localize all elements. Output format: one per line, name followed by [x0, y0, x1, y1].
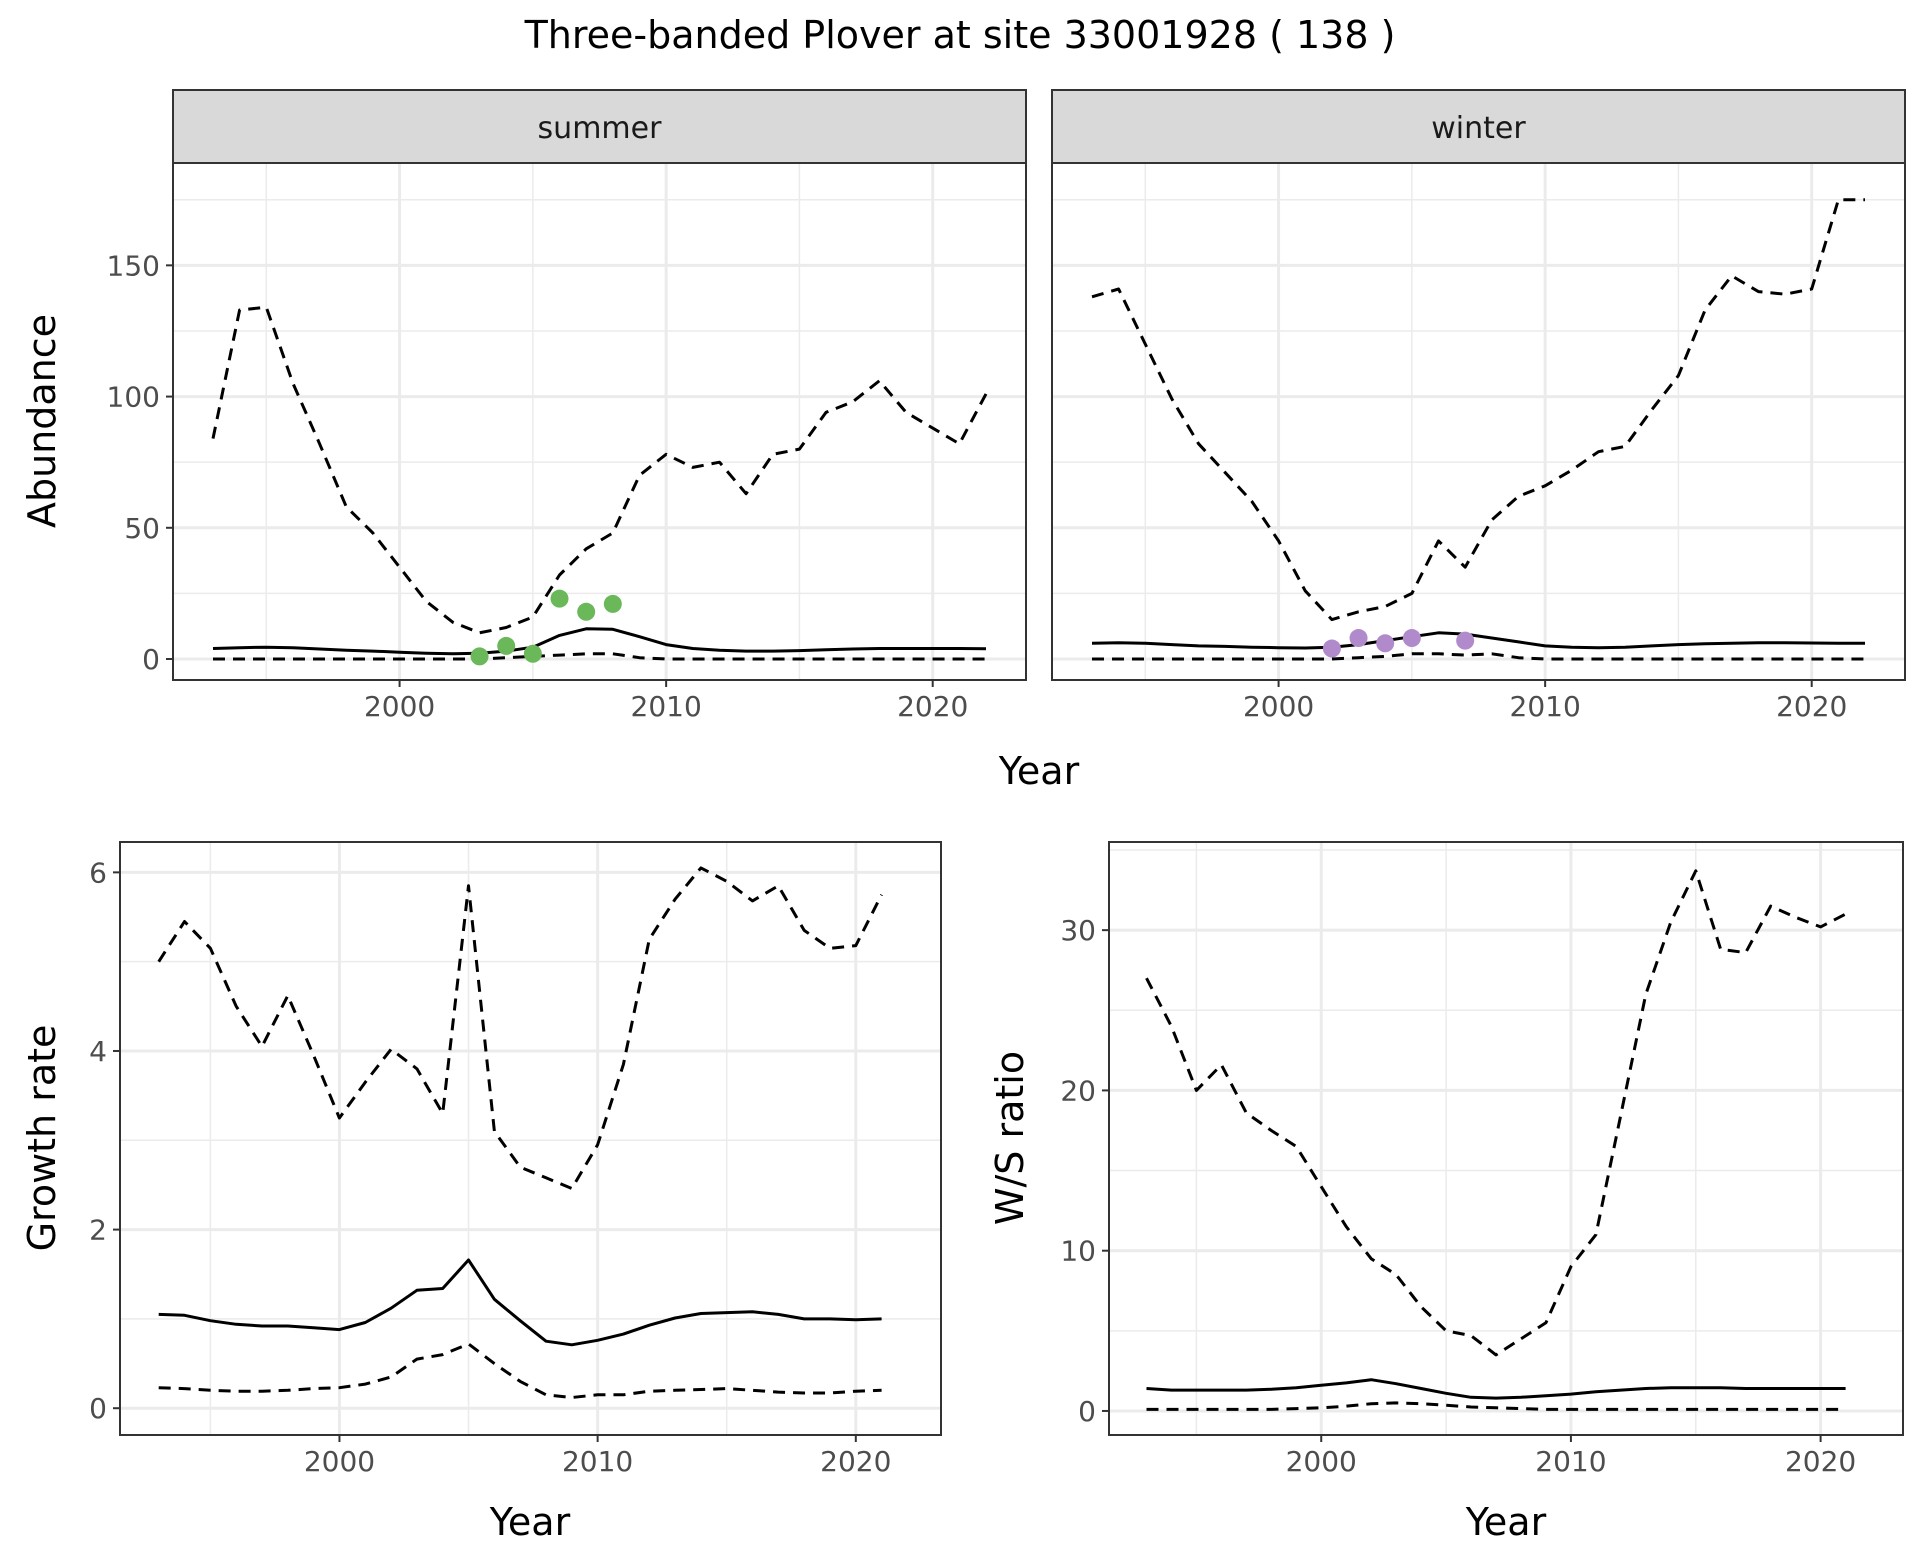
facet-strip-winter [1051, 89, 1906, 164]
series-line-mean [1146, 1378, 1846, 1400]
data-point-summer [470, 647, 489, 666]
y-tick-label: 50 [124, 512, 160, 545]
panel-border [1051, 162, 1906, 681]
x-tick-label: 2020 [897, 690, 968, 723]
series-line-mean [1091, 631, 1865, 650]
panel-border [119, 841, 942, 1436]
data-point-summer [603, 594, 622, 613]
series-line-upper [1145, 869, 1847, 1357]
data-point-winter [1322, 639, 1341, 658]
x-tick-label: 2010 [1510, 690, 1581, 723]
y-tick-label: 30 [1060, 914, 1096, 947]
data-point-winter [1349, 629, 1368, 648]
data-point-summer [550, 589, 569, 608]
y-axis-title: Abundance [20, 314, 64, 528]
y-tick-label: 150 [107, 249, 160, 282]
y-tick-label: 20 [1060, 1074, 1096, 1107]
y-tick-label: 0 [1078, 1395, 1096, 1428]
x-tick-label: 2000 [1286, 1445, 1357, 1478]
x-tick-label: 2010 [562, 1445, 633, 1478]
x-tick-label: 2020 [1776, 690, 1847, 723]
x-axis-title: Year [998, 749, 1080, 793]
facet-strip-label: winter [1431, 111, 1526, 146]
figure-title: Three-banded Plover at site 33001928 ( 1… [524, 13, 1396, 57]
y-axis-title: Growth rate [20, 1025, 64, 1252]
panel-border [1108, 841, 1904, 1436]
y-tick-label: 2 [89, 1214, 107, 1247]
data-point-winter [1376, 634, 1395, 653]
data-point-winter [1456, 631, 1475, 650]
data-point-summer [497, 636, 516, 655]
series-line-upper [211, 305, 988, 635]
series-line-mean [158, 1258, 882, 1347]
y-tick-label: 6 [89, 856, 107, 889]
y-axis-title: W/S ratio [988, 1051, 1032, 1225]
data-layer [157, 198, 1865, 1411]
y-tick-label: 0 [89, 1392, 107, 1425]
series-line-lower [158, 1342, 882, 1399]
x-axis-title: Year [1465, 1500, 1547, 1544]
y-tick-label: 4 [89, 1035, 107, 1068]
panels [113, 89, 1906, 1442]
gridlines [120, 163, 1905, 1435]
series-line-lower [1092, 652, 1865, 661]
panel-border [172, 162, 1027, 681]
x-tick-label: 2020 [820, 1445, 891, 1478]
x-tick-label: 2010 [631, 690, 702, 723]
series-line-mean [212, 627, 987, 656]
y-tick-label: 10 [1060, 1235, 1096, 1268]
x-axis-title: Year [489, 1500, 571, 1544]
facet-strip-summer [172, 89, 1027, 164]
x-tick-label: 2000 [364, 690, 435, 723]
series-line-lower [1146, 1401, 1846, 1411]
series-line-lower [213, 652, 986, 661]
data-point-summer [523, 644, 542, 663]
x-tick-label: 2010 [1535, 1445, 1606, 1478]
series-line-upper [1091, 198, 1865, 622]
x-tick-label: 2020 [1785, 1445, 1856, 1478]
y-tick-label: 100 [107, 381, 160, 414]
y-tick-label: 0 [142, 643, 160, 676]
x-tick-label: 2000 [1243, 690, 1314, 723]
facet-strip-label: summer [538, 111, 663, 146]
data-point-winter [1402, 629, 1421, 648]
data-point-summer [577, 602, 596, 621]
x-tick-label: 2000 [304, 1445, 375, 1478]
